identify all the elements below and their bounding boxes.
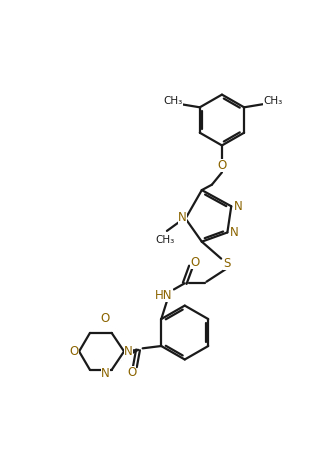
Text: N: N — [230, 226, 239, 239]
Text: O: O — [127, 366, 136, 380]
Text: O: O — [101, 312, 110, 325]
Text: O: O — [217, 159, 227, 172]
Text: N: N — [178, 211, 187, 224]
Text: O: O — [190, 256, 200, 269]
Text: N: N — [101, 367, 110, 380]
Text: N: N — [234, 200, 243, 213]
Text: CH₃: CH₃ — [263, 96, 282, 106]
Text: N: N — [124, 345, 133, 358]
Text: HN: HN — [155, 289, 172, 302]
Text: S: S — [223, 257, 230, 270]
Text: O: O — [70, 345, 79, 358]
Text: CH₃: CH₃ — [155, 235, 174, 245]
Text: CH₃: CH₃ — [164, 96, 183, 106]
